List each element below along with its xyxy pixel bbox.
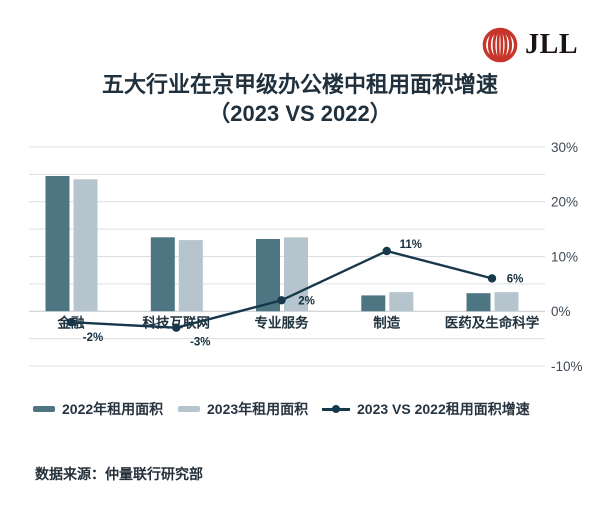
- bar-2023年租用面积-科技互联网: [178, 240, 203, 312]
- chart-legend: 2022年租用面积 2023年租用面积 2023 VS 2022租用面积增速: [0, 399, 600, 419]
- legend-label-2023: 2023年租用面积: [207, 401, 309, 417]
- bar-2023年租用面积-金融: [73, 179, 98, 312]
- data-source: 数据来源：仲量联行研究部: [35, 466, 203, 482]
- bar-2023年租用面积-制造: [389, 292, 414, 312]
- y-axis-label: 20%: [551, 195, 578, 210]
- data-label: 2%: [298, 295, 315, 307]
- jll-logo: JLL: [480, 25, 578, 65]
- data-point-科技互联网: [172, 323, 181, 332]
- bar-2023年租用面积-专业服务: [284, 237, 308, 312]
- legend-line-marker-icon: [322, 405, 350, 414]
- legend-label-2022: 2022年租用面积: [62, 401, 164, 417]
- data-label: -2%: [83, 332, 103, 344]
- data-label: 6%: [507, 273, 524, 285]
- category-label: 医药及生命科学: [445, 314, 540, 330]
- legend-item-2023: 2023年租用面积: [178, 399, 308, 419]
- y-axis-label: -10%: [551, 359, 583, 374]
- jll-logo-mark-icon: [482, 27, 518, 63]
- bar-2022年租用面积-科技互联网: [150, 237, 175, 312]
- bar-2022年租用面积-金融: [45, 176, 70, 312]
- category-label: 专业服务: [255, 314, 309, 330]
- legend-item-growth: 2023 VS 2022租用面积增速: [322, 399, 530, 419]
- data-label: 11%: [400, 239, 422, 251]
- data-label: -3%: [190, 337, 210, 349]
- chart-title: 五大行业在京甲级办公楼中租用面积增速 （2023 VS 2022）: [0, 70, 600, 128]
- data-point-制造: [382, 246, 391, 256]
- data-point-金融: [66, 318, 76, 327]
- y-axis-label: 10%: [551, 249, 578, 264]
- chart-area: 30%20%10%0%-10%金融科技互联网专业服务制造医药及生命科学-2%-3…: [0, 138, 600, 388]
- chart-title-line2: （2023 VS 2022）: [208, 101, 392, 126]
- bar-2022年租用面积-制造: [361, 295, 386, 312]
- legend-swatch-2022: [33, 406, 55, 412]
- chart-title-line1: 五大行业在京甲级办公楼中租用面积增速: [101, 72, 498, 97]
- chart-svg: 30%20%10%0%-10%金融科技互联网专业服务制造医药及生命科学-2%-3…: [29, 140, 583, 374]
- data-point-专业服务: [277, 296, 286, 305]
- bar-2022年租用面积-专业服务: [256, 239, 280, 312]
- category-label: 制造: [373, 314, 400, 330]
- bar-2022年租用面积-医药及生命科学: [466, 293, 491, 312]
- legend-label-growth: 2023 VS 2022租用面积增速: [357, 401, 530, 417]
- y-axis-label: 0%: [551, 304, 571, 319]
- y-axis-label: 30%: [551, 140, 578, 155]
- legend-swatch-2023: [178, 406, 200, 412]
- data-point-医药及生命科学: [487, 274, 497, 283]
- bar-2023年租用面积-医药及生命科学: [494, 292, 519, 312]
- jll-logo-text: JLL: [525, 29, 578, 60]
- legend-item-2022: 2022年租用面积: [33, 399, 163, 419]
